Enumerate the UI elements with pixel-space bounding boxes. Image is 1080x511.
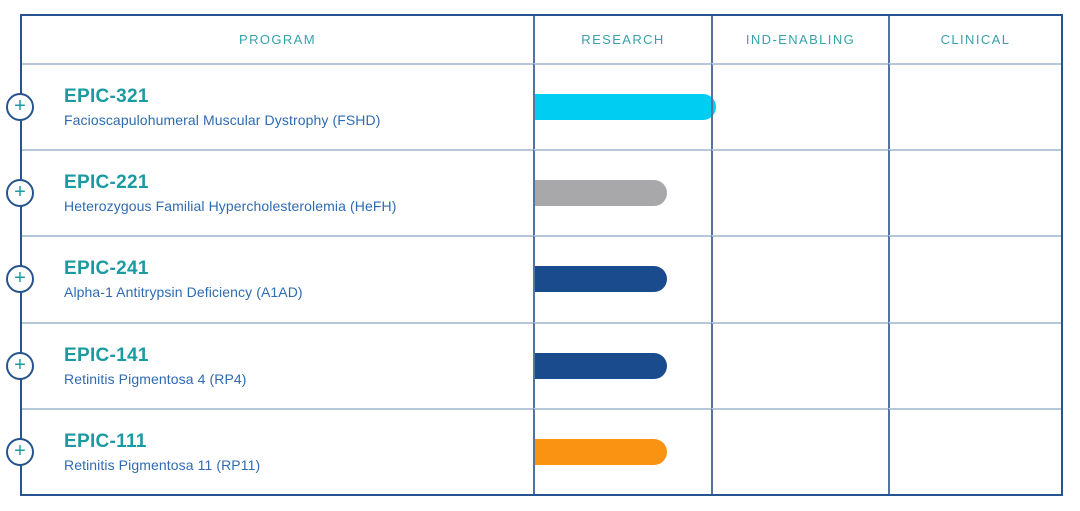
plus-icon: + bbox=[14, 353, 26, 376]
program-code: EPIC-241 bbox=[64, 258, 149, 280]
column-header-program: PROGRAM bbox=[239, 32, 316, 47]
progress-bar bbox=[535, 438, 667, 465]
program-code: EPIC-221 bbox=[64, 172, 149, 194]
progress-bar bbox=[535, 180, 667, 207]
ind-enabling-stage-cell bbox=[711, 321, 888, 408]
program-indication: Retinitis Pigmentosa 11 (RP11) bbox=[64, 456, 261, 473]
clinical-stage-cell bbox=[888, 407, 1061, 494]
program-cell: + EPIC-221 Heterozygous Familial Hyperch… bbox=[6, 149, 533, 235]
program-code: EPIC-111 bbox=[64, 430, 147, 452]
plus-icon: + bbox=[14, 267, 26, 290]
expand-row-button[interactable]: + bbox=[6, 437, 34, 466]
research-stage-cell bbox=[533, 149, 711, 236]
program-code: EPIC-321 bbox=[64, 86, 149, 108]
program-code: EPIC-141 bbox=[64, 344, 149, 366]
progress-bar bbox=[535, 266, 667, 293]
expand-row-button[interactable]: + bbox=[6, 93, 34, 122]
column-header-ind-enabling: IND-ENABLING bbox=[711, 16, 888, 63]
plus-icon: + bbox=[14, 439, 26, 462]
ind-enabling-stage-cell bbox=[711, 149, 888, 236]
research-stage-cell bbox=[533, 235, 711, 322]
ind-enabling-stage-cell bbox=[711, 235, 888, 322]
ind-enabling-stage-cell bbox=[711, 63, 888, 150]
clinical-stage-cell bbox=[888, 63, 1061, 150]
expand-row-button[interactable]: + bbox=[6, 351, 34, 380]
program-cell: + EPIC-321 Facioscapulohumeral Muscular … bbox=[6, 63, 533, 149]
column-header-research: RESEARCH bbox=[533, 16, 711, 63]
progress-bar bbox=[535, 352, 667, 379]
clinical-stage-cell bbox=[888, 321, 1061, 408]
progress-bar bbox=[535, 94, 717, 121]
research-stage-cell bbox=[533, 63, 717, 150]
program-indication: Alpha-1 Antitrypsin Deficiency (A1AD) bbox=[64, 284, 303, 301]
ind-enabling-stage-cell bbox=[711, 407, 888, 494]
program-indication: Facioscapulohumeral Muscular Dystrophy (… bbox=[64, 112, 381, 129]
research-stage-cell bbox=[533, 407, 711, 494]
expand-row-button[interactable]: + bbox=[6, 179, 34, 208]
plus-icon: + bbox=[14, 181, 26, 204]
clinical-stage-cell bbox=[888, 235, 1061, 322]
expand-row-button[interactable]: + bbox=[6, 265, 34, 294]
program-indication: Heterozygous Familial Hypercholesterolem… bbox=[64, 198, 397, 215]
research-stage-cell bbox=[533, 321, 711, 408]
plus-icon: + bbox=[14, 95, 26, 118]
column-header-clinical: CLINICAL bbox=[888, 16, 1061, 63]
program-cell: + EPIC-141 Retinitis Pigmentosa 4 (RP4) bbox=[6, 321, 533, 408]
program-cell: + EPIC-241 Alpha-1 Antitrypsin Deficienc… bbox=[6, 235, 533, 321]
program-indication: Retinitis Pigmentosa 4 (RP4) bbox=[64, 370, 247, 387]
clinical-stage-cell bbox=[888, 149, 1061, 236]
program-cell: + EPIC-111 Retinitis Pigmentosa 11 (RP11… bbox=[6, 407, 533, 494]
pipeline-table: PROGRAM RESEARCH IND-ENABLING CLINICAL +… bbox=[6, 14, 1063, 496]
